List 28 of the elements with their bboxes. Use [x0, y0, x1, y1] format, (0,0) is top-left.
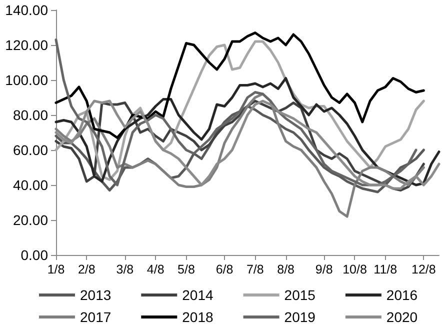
y-tick-label: 100.00 [5, 72, 48, 88]
y-tick-label: 140.00 [5, 2, 48, 18]
x-tick-label: 5/8 [178, 262, 195, 276]
y-tick-label: 120.00 [5, 37, 48, 53]
y-tick-label: 60.00 [12, 142, 48, 158]
y-tick-label: 40.00 [12, 177, 48, 193]
x-tick-label: 1/8 [47, 262, 65, 276]
x-tick-label: 3/8 [116, 262, 134, 276]
legend-label: 2020 [386, 309, 418, 325]
y-tick-label: 80.00 [12, 107, 48, 123]
legend-label: 2018 [182, 309, 214, 325]
x-tick-label: 10/8 [342, 262, 367, 276]
legend-label: 2016 [386, 287, 418, 303]
x-tick-label: 12/8 [412, 262, 436, 276]
legend-label: 2019 [284, 309, 316, 325]
x-tick-label: 11/8 [374, 262, 398, 276]
y-tick-label: 0.00 [20, 247, 48, 263]
y-tick-label: 20.00 [12, 212, 48, 228]
x-tick-label: 2/8 [78, 262, 96, 276]
legend-label: 2015 [284, 287, 316, 303]
legend-label: 2017 [80, 309, 112, 325]
legend-label: 2013 [80, 287, 112, 303]
x-tick-label: 7/8 [246, 262, 264, 276]
x-tick-label: 6/8 [216, 262, 234, 276]
x-tick-label: 4/8 [146, 262, 164, 276]
legend-label: 2014 [182, 287, 214, 303]
x-tick-label: 9/8 [315, 262, 333, 276]
x-tick-label: 8/8 [277, 262, 295, 276]
